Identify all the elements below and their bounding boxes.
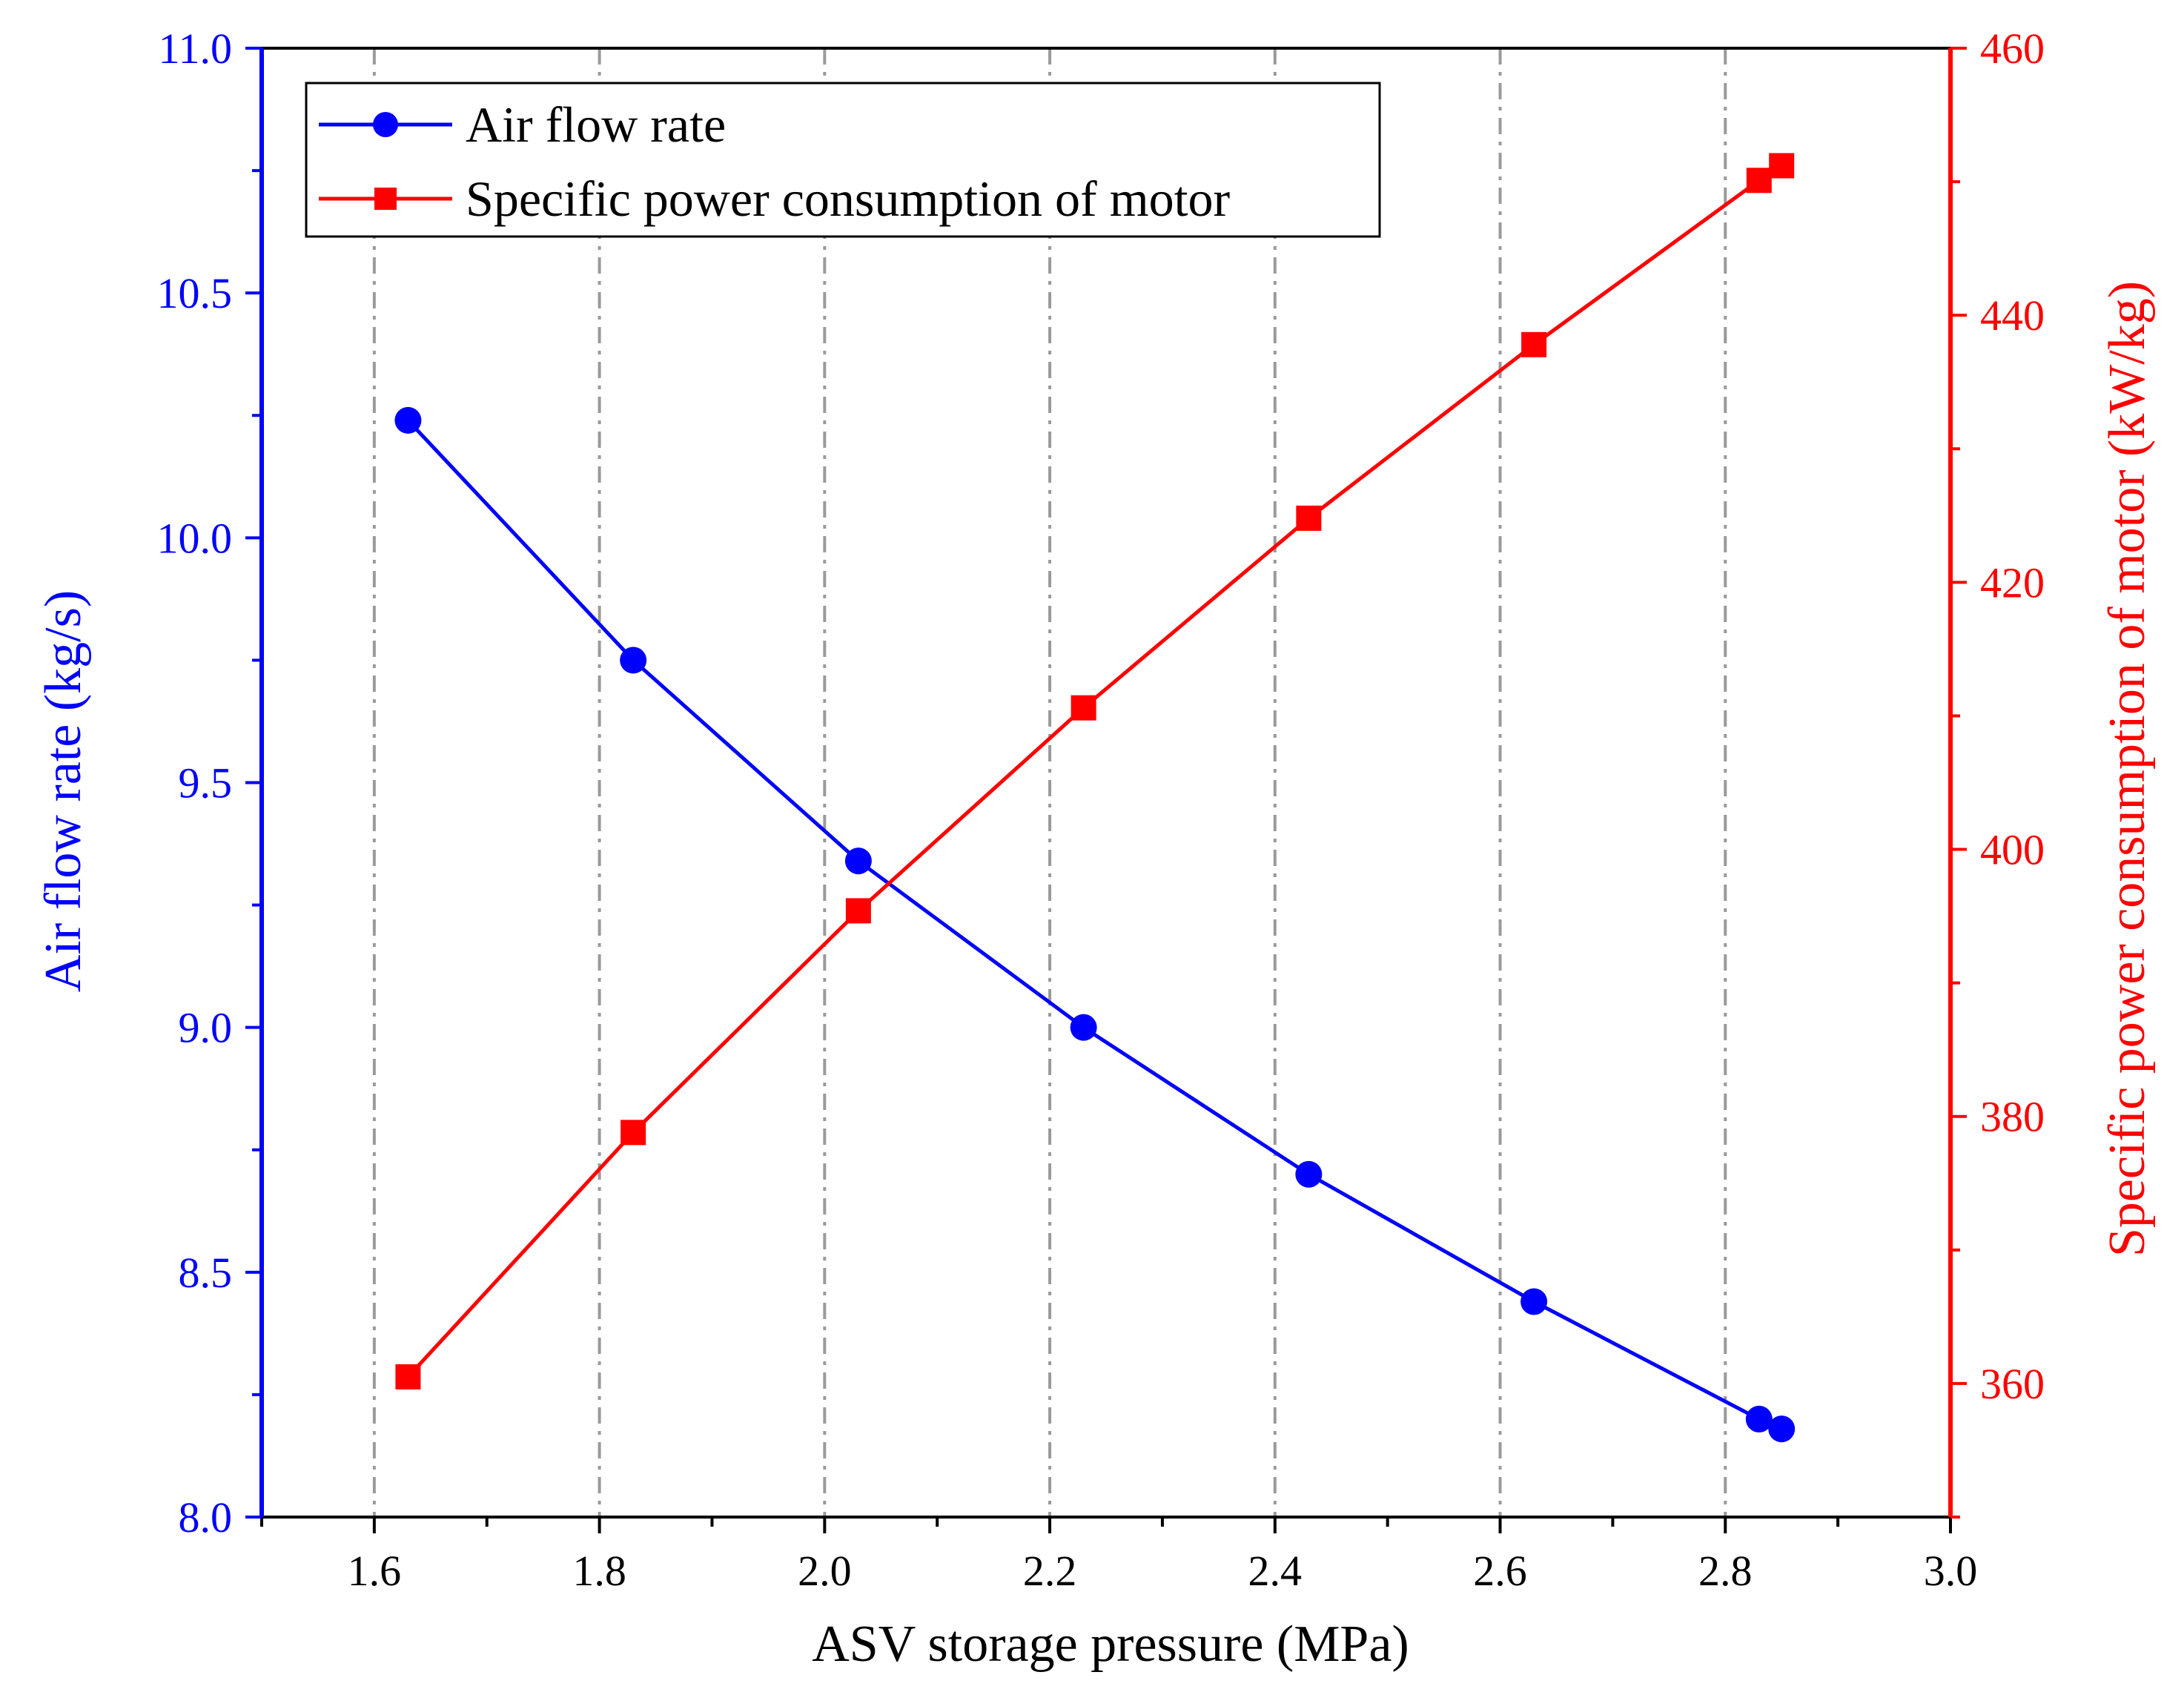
series-line-power bbox=[406, 164, 1783, 1378]
data-point-power bbox=[1071, 695, 1096, 721]
y-right-axis-title: Specific power consumption of motor (kW/… bbox=[2099, 281, 2156, 1257]
x-tick-label: 2.4 bbox=[1248, 1547, 1303, 1595]
data-point-air-flow bbox=[620, 647, 647, 674]
data-point-air-flow bbox=[1295, 1160, 1323, 1188]
y-left-tick-label: 10.5 bbox=[157, 269, 233, 317]
data-point-power bbox=[621, 1120, 646, 1146]
data-point-power bbox=[845, 898, 871, 924]
y-left-tick-label: 9.5 bbox=[179, 759, 233, 807]
data-point-air-flow bbox=[1520, 1288, 1548, 1315]
data-point-power bbox=[1296, 505, 1322, 531]
data-point-air-flow bbox=[1745, 1405, 1773, 1433]
x-tick-label: 2.6 bbox=[1473, 1547, 1527, 1595]
y-right-tick-label: 460 bbox=[1980, 24, 2045, 73]
x-tick-label: 3.0 bbox=[1924, 1547, 1978, 1595]
axes: 1.6 1.8 2.0 2.2 2.4 2.6 2.8 3.0 8.0 8.5 9.0 9.5 10.0… bbox=[157, 24, 2045, 1595]
data-point-air-flow bbox=[1768, 1415, 1796, 1443]
x-axis-title: ASV storage pressure (MPa) bbox=[812, 1616, 1409, 1673]
legend: Air flow rate Specific power consumption… bbox=[305, 82, 1381, 238]
data-point-air-flow bbox=[394, 406, 422, 434]
data-point-power bbox=[1746, 168, 1772, 194]
y-right-tick-label: 380 bbox=[1980, 1093, 2045, 1141]
x-tick-label: 1.6 bbox=[348, 1547, 402, 1595]
y-left-tick-label: 8.5 bbox=[179, 1249, 233, 1297]
y-right-tick-label: 360 bbox=[1980, 1360, 2045, 1408]
x-tick-label: 1.8 bbox=[572, 1547, 626, 1595]
y-left-tick-label: 9.0 bbox=[179, 1004, 233, 1052]
y-right-tick-label: 440 bbox=[1980, 291, 2045, 340]
legend-marker-power bbox=[374, 188, 397, 210]
y-right-tick-label: 400 bbox=[1980, 826, 2045, 874]
y-left-tick-label: 8.0 bbox=[179, 1493, 233, 1542]
legend-label-power: Specific power consumption of motor bbox=[466, 171, 1230, 227]
series-line-air-flow bbox=[406, 419, 1783, 1431]
data-point-power bbox=[1521, 331, 1547, 357]
legend-box bbox=[305, 82, 1381, 238]
y-left-axis-title: Air flow rate (kg/s) bbox=[35, 590, 92, 992]
x-tick-label: 2.0 bbox=[798, 1547, 852, 1595]
grid bbox=[372, 48, 1727, 1517]
y-right-tick-label: 420 bbox=[1980, 558, 2045, 607]
data-point-power bbox=[1769, 153, 1795, 179]
legend-label-air-flow: Air flow rate bbox=[466, 96, 726, 153]
x-tick-label: 2.8 bbox=[1698, 1547, 1753, 1595]
y-left-tick-label: 11.0 bbox=[159, 24, 232, 73]
data-point-air-flow bbox=[844, 848, 872, 875]
legend-marker-air-flow bbox=[373, 112, 398, 137]
data-point-power bbox=[395, 1364, 421, 1390]
series-layer bbox=[394, 153, 1796, 1443]
x-tick-label: 2.2 bbox=[1023, 1547, 1077, 1595]
y-left-tick-label: 10.0 bbox=[157, 514, 233, 562]
data-point-air-flow bbox=[1070, 1014, 1097, 1041]
